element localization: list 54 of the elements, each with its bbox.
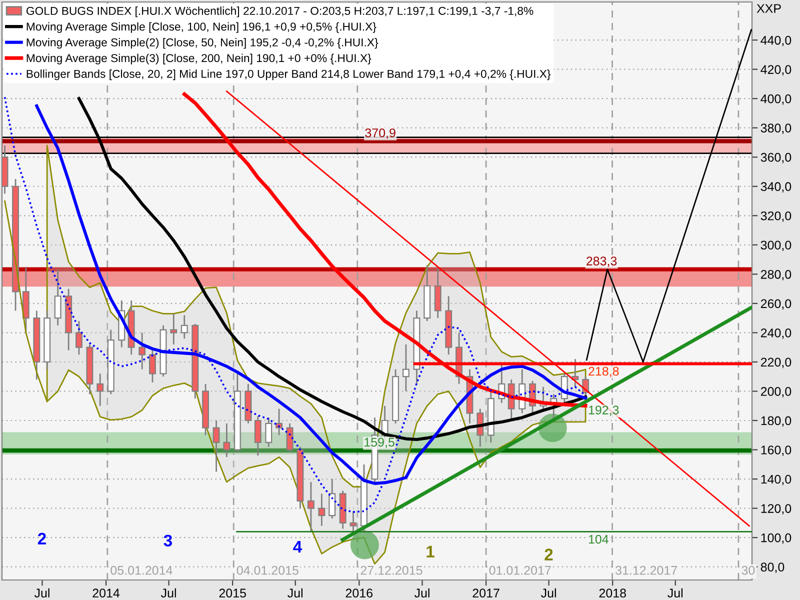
x-tick-label: Jul [668,588,683,598]
x-tick-label: 2015 [219,588,246,598]
y-tick-label: 400,0 [760,94,792,105]
annotation: 159,5 [364,438,394,448]
annotation: 104 [588,534,608,544]
y-tick-label: 340,0 [760,182,792,193]
y-axis-title: XXP [756,4,781,13]
annotation: 2 [544,548,553,560]
y-tick-label: 120,0 [761,504,792,514]
y-tick-label: 320,0 [760,211,792,222]
x-tick-label: 2014 [92,588,120,598]
y-tick-label: 300,0 [760,240,792,252]
y-tick-label: 140,0 [761,474,792,486]
y-tick-label: 160,0 [761,446,792,456]
y-tick-label: 380,0 [760,124,792,134]
legend-label: Moving Average Simple(2) [Close, 50, Nein] 195,2 -0,4 -0,2% {.HUI.X} [26,38,378,49]
annotation: 3 [164,534,172,547]
y-tick-label: 80,0 [760,562,784,573]
y-tick-label: 240,0 [760,328,792,339]
x-tick-label: Jul [414,588,430,598]
x-tick-label: Jul [160,588,176,598]
annotation: 192,3 [588,406,619,416]
y-tick-label: 180,0 [761,416,792,427]
annotation: 370,9 [365,128,396,139]
y-tick-label: 280,0 [760,270,792,280]
legend-label: Moving Average Simple(3) [Close, 200, Nein] 190,1 +0 +0% {.HUI.X} [26,54,372,64]
x-tick-label: 2016 [346,588,372,598]
annotation: 283,3 [586,256,617,267]
y-tick-label: 220,0 [760,358,792,368]
y-tick-label: 100,0 [761,533,792,544]
x-tick-label: 2017 [472,588,500,598]
y-tick-label: 200,0 [760,387,792,398]
ref-line-label: 05.01.2014 [110,566,172,575]
y-tick-label: 440,0 [760,36,792,46]
legend-label: Moving Average Simple [Close, 100, Nein] 196,1 +0,9 +0,5% {.HUI.X} [26,22,376,33]
x-tick-label: Jul [541,588,556,598]
x-tick-label: Jul [288,588,302,598]
legend-label: GOLD BUGS INDEX [.HUI.X Wöchentlich] 22.10.2017 - O:203,5 H:203,7 L:197,1 C:199,1 -3,7 -1,8% [26,6,534,18]
annotation: 2 [38,532,46,544]
x-tick-label: 2018 [599,588,626,598]
ref-line-label: 27.12.2015 [360,566,422,575]
ref-line-label: 01.01.2017 [489,566,551,575]
annotation: 218,8 [588,366,619,378]
ref-line-label: 04.01.2015 [236,566,298,575]
line-series [4,200,48,402]
annotation: 4 [293,541,302,553]
legend-label: Bollinger Bands [Close, 20, 2] Mid Line 197,0 Upper Band 214,8 Lower Band 179,1 +0,4 +0,2% {.HUI.X} [26,70,551,80]
annotation: 1 [426,546,434,558]
y-tick-label: 420,0 [760,65,792,76]
y-tick-label: 260,0 [760,299,792,310]
ref-line-label: 30 [742,566,755,575]
ref-line-label: 31.12.2017 [616,566,677,575]
x-tick-label: Jul [34,588,50,598]
y-tick-label: 360,0 [760,152,792,164]
